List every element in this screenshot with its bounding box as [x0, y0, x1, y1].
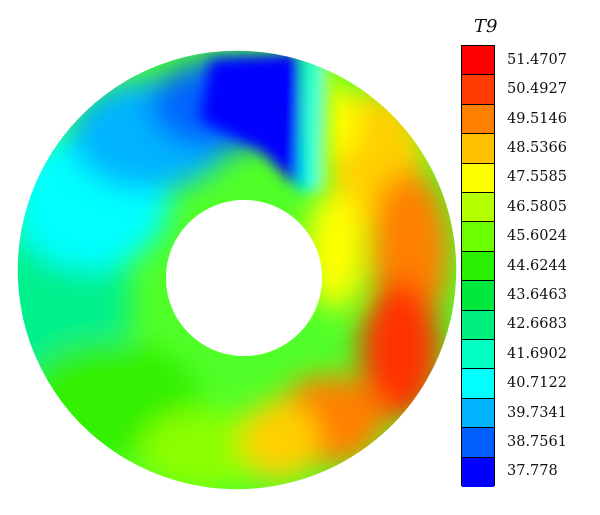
field-region-lower-right: [360, 280, 440, 420]
field-region-shear-line: [300, 55, 322, 192]
legend-swatch: [462, 75, 494, 105]
legend-swatch: [462, 104, 494, 135]
legend-level-label: 42.6683: [507, 316, 567, 333]
legend-swatch: [462, 457, 494, 487]
annulus-field: [16, 50, 457, 490]
legend-swatch: [462, 369, 494, 399]
annulus-hole: [166, 200, 322, 356]
legend-color-bar: [461, 45, 495, 487]
legend-level-label: 40.7122: [507, 375, 567, 392]
legend-level-label: 49.5146: [507, 110, 567, 127]
legend-level-label: 39.7341: [507, 404, 567, 421]
legend-swatch: [462, 222, 494, 252]
legend-swatch: [462, 193, 494, 223]
legend-swatch: [462, 281, 494, 311]
legend-title: T9: [474, 16, 498, 37]
legend-level-label: 51.4707: [507, 51, 567, 68]
legend-level-label: 46.5805: [507, 198, 567, 215]
legend-swatch: [462, 134, 494, 164]
annulus-outer-edge: [16, 49, 458, 491]
legend-level-label: 44.6244: [507, 257, 567, 274]
legend-swatch: [462, 398, 494, 429]
legend-swatch: [462, 310, 494, 340]
legend-level-label: 37.778: [507, 463, 558, 480]
legend-swatch: [462, 46, 494, 76]
legend-level-label: 48.5366: [507, 139, 567, 156]
legend-level-label: 50.4927: [507, 81, 567, 98]
legend-swatch: [462, 163, 494, 193]
legend-level-label: 45.6024: [507, 228, 567, 245]
field-region-shear-line-outer: [318, 60, 335, 192]
legend-swatch: [462, 340, 494, 370]
legend-level-label: 43.6463: [507, 286, 567, 303]
legend-level-label: 38.7561: [507, 433, 567, 450]
legend-swatch: [462, 251, 494, 282]
field-region-bottom: [140, 410, 260, 490]
legend-swatch: [462, 428, 494, 458]
legend-level-label: 47.5585: [507, 169, 567, 186]
legend-level-label: 41.6902: [507, 345, 567, 362]
temperature-contour-plot: [16, 49, 458, 491]
field-region-bottom-yellow: [240, 400, 320, 480]
field-region-cold-wedge: [200, 52, 300, 190]
